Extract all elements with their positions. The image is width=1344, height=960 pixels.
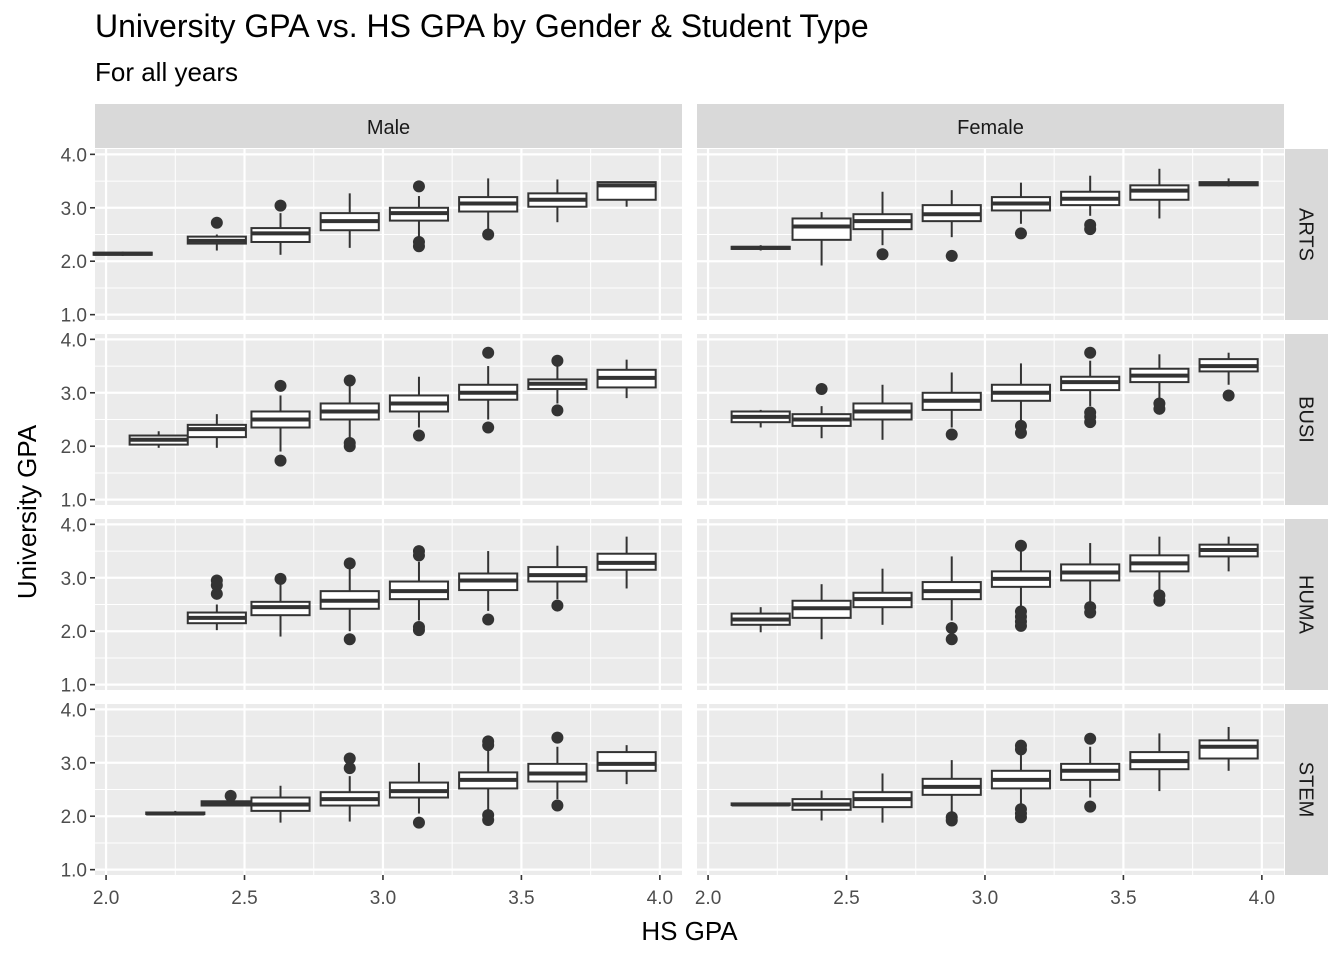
strip-col-male: [95, 104, 682, 148]
x-tick-label: 2.5: [833, 888, 859, 909]
box-outlier: [1153, 397, 1166, 410]
y-tick-label: 2.0: [61, 252, 87, 273]
box-outlier: [343, 752, 356, 765]
y-tick-label: 2.0: [61, 622, 87, 643]
y-tick-label: 3.0: [61, 569, 87, 590]
box-outlier: [945, 428, 958, 441]
x-tick-label: 2.0: [695, 888, 721, 909]
strip-col-female: [697, 104, 1284, 148]
box-outlier: [1014, 419, 1027, 432]
box-outlier: [1014, 605, 1027, 618]
box-outlier: [1084, 218, 1097, 231]
box-outlier: [945, 811, 958, 824]
box-outlier: [343, 437, 356, 450]
box-outlier: [482, 228, 495, 241]
box-outlier: [551, 404, 564, 417]
x-tick-label: 2.5: [231, 888, 257, 909]
box-outlier: [1084, 346, 1097, 359]
x-tick-label: 2.0: [93, 888, 119, 909]
box-outlier: [1222, 389, 1235, 402]
x-tick-label: 3.0: [370, 888, 396, 909]
x-tick-label: 4.0: [647, 888, 673, 909]
box-outlier: [274, 379, 287, 392]
box-outlier: [343, 633, 356, 646]
y-tick-label: 1.0: [61, 306, 87, 327]
y-tick-label: 2.0: [61, 437, 87, 458]
box-outlier: [1084, 406, 1097, 419]
strip-row-stem: [1285, 704, 1328, 875]
box-outlier: [210, 587, 223, 600]
box-outlier: [412, 620, 425, 633]
y-axis-title: University GPA: [12, 424, 42, 599]
box-outlier: [482, 613, 495, 626]
box-outlier: [1014, 539, 1027, 552]
box-outlier: [274, 572, 287, 585]
box-outlier: [551, 599, 564, 612]
x-tick-label: 3.5: [508, 888, 534, 909]
y-tick-label: 1.0: [61, 491, 87, 512]
box-outlier: [1014, 227, 1027, 240]
strip-label: HUMA: [1295, 575, 1317, 635]
box-outlier: [343, 374, 356, 387]
box-outlier: [551, 354, 564, 367]
box-outlier: [1084, 601, 1097, 614]
box-outlier: [412, 235, 425, 248]
y-tick-label: 3.0: [61, 754, 87, 775]
box-outlier: [551, 731, 564, 744]
box-outlier: [1014, 803, 1027, 816]
box-outlier: [1084, 800, 1097, 813]
strip-label: BUSI: [1295, 396, 1317, 443]
strip-row-huma: [1285, 519, 1328, 690]
box-outlier: [815, 383, 828, 396]
box-outlier: [876, 248, 889, 261]
box-outlier: [343, 762, 356, 775]
box-outlier: [945, 622, 958, 635]
strip-row-busi: [1285, 334, 1328, 505]
x-tick-label: 4.0: [1249, 888, 1275, 909]
box-outlier: [210, 216, 223, 229]
box-outlier: [1153, 589, 1166, 602]
box-outlier: [551, 799, 564, 812]
y-tick-label: 3.0: [61, 199, 87, 220]
box-outlier: [1084, 732, 1097, 745]
box-outlier: [210, 574, 223, 587]
box-iqr: [596, 751, 657, 772]
box-outlier: [343, 557, 356, 570]
box-outlier: [274, 454, 287, 467]
box-outlier: [945, 249, 958, 262]
box-iqr: [1198, 739, 1259, 760]
strip-label: Male: [367, 117, 410, 139]
box-outlier: [412, 816, 425, 829]
box-outlier: [412, 429, 425, 442]
y-tick-label: 4.0: [61, 330, 87, 351]
strip-row-arts: [1285, 149, 1328, 320]
x-axis-title: HS GPA: [641, 916, 738, 946]
strip-label: ARTS: [1295, 208, 1317, 261]
y-tick-label: 4.0: [61, 145, 87, 166]
strip-label: STEM: [1295, 762, 1317, 818]
y-tick-label: 4.0: [61, 515, 87, 536]
box-outlier: [482, 809, 495, 822]
strip-label: Female: [957, 117, 1024, 139]
box-outlier: [945, 633, 958, 646]
y-tick-label: 1.0: [61, 861, 87, 882]
x-tick-label: 3.5: [1110, 888, 1136, 909]
x-tick-label: 3.0: [972, 888, 998, 909]
y-tick-label: 3.0: [61, 384, 87, 405]
box-outlier: [482, 346, 495, 359]
chart-title: University GPA vs. HS GPA by Gender & St…: [95, 8, 869, 44]
box-outlier: [1014, 739, 1027, 752]
box-outlier: [224, 789, 237, 802]
y-tick-label: 4.0: [61, 700, 87, 721]
box-outlier: [482, 421, 495, 434]
box-iqr: [791, 217, 852, 241]
chart-subtitle: For all years: [95, 57, 239, 87]
box-outlier: [412, 180, 425, 193]
box-outlier: [274, 199, 287, 212]
y-tick-label: 1.0: [61, 676, 87, 697]
box-outlier: [482, 735, 495, 748]
y-tick-label: 2.0: [61, 807, 87, 828]
box-outlier: [412, 545, 425, 558]
